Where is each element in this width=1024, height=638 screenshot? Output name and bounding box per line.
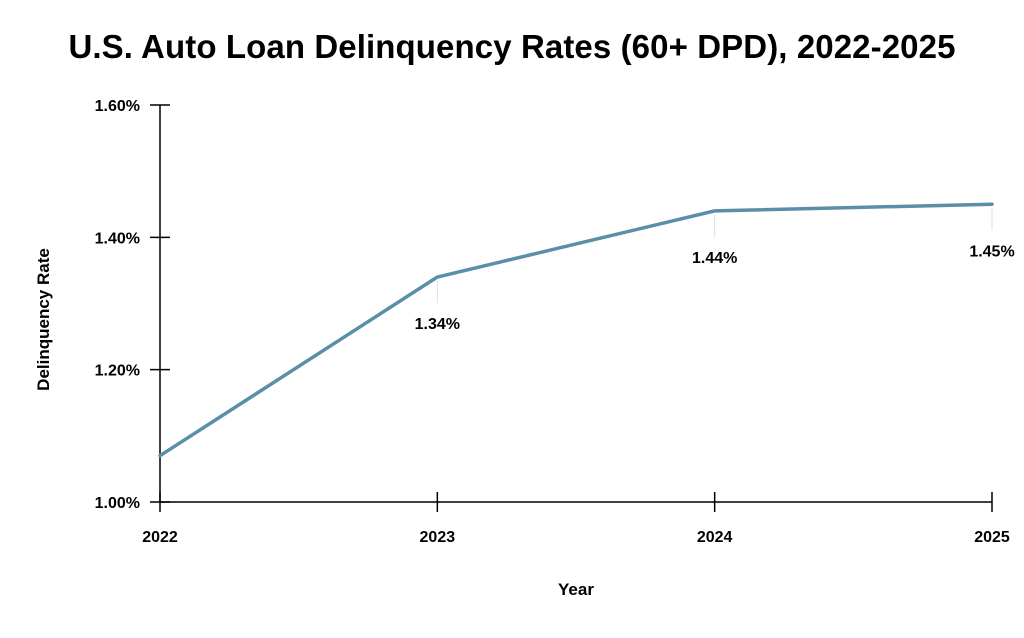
x-tick-label: 2025	[974, 529, 1010, 546]
x-tick-label: 2023	[420, 529, 456, 546]
x-tick-label: 2022	[142, 529, 178, 546]
x-axis-title: Year	[558, 580, 594, 599]
data-label: 1.34%	[415, 316, 460, 333]
y-tick-label: 1.20%	[95, 363, 140, 380]
y-tick-label: 1.60%	[95, 98, 140, 115]
y-tick-label: 1.00%	[95, 495, 140, 512]
x-tick-label: 2024	[697, 529, 733, 546]
chart-title: U.S. Auto Loan Delinquency Rates (60+ DP…	[68, 28, 956, 65]
series-line	[158, 202, 994, 458]
y-axis-title: Delinquency Rate	[34, 248, 53, 391]
data-label: 1.44%	[692, 250, 737, 267]
data-label: 1.45%	[969, 243, 1014, 260]
y-tick-label: 1.40%	[95, 230, 140, 247]
